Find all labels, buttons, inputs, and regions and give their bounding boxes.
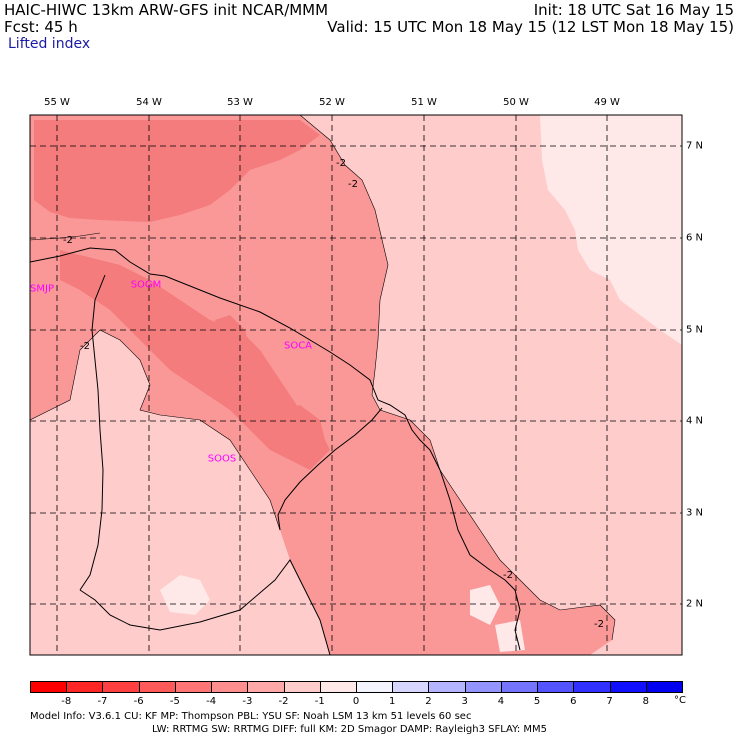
lon-label: 53 W <box>227 97 253 108</box>
colorbar-label: -4 <box>206 696 217 707</box>
graticule <box>30 115 682 655</box>
colorbar-label: 1 <box>389 696 396 707</box>
map-frame <box>29 114 683 656</box>
colorbar-label: -1 <box>314 696 325 707</box>
colorbar-label: -2 <box>278 696 289 707</box>
lon-label: 50 W <box>503 97 529 108</box>
colorbar-cell <box>174 681 213 693</box>
model-info-line1: Model Info: V3.6.1 CU: KF MP: Thompson P… <box>30 711 472 722</box>
field-li-light-patch3 <box>495 620 525 652</box>
station-soos: SOOS <box>207 453 237 465</box>
field-li-light-patch <box>160 575 210 615</box>
colorbar-label: 5 <box>533 696 541 707</box>
colorbar-cell <box>537 681 575 693</box>
border-guyana-suriname <box>79 274 106 591</box>
colorbar-cell <box>500 681 539 693</box>
colorbar-cell <box>211 681 249 693</box>
colorbar-cell <box>573 681 611 693</box>
lat-label: 3 N <box>686 507 704 519</box>
field-li-minus3-minus4-blob <box>215 315 250 360</box>
contour-minus2-interior <box>30 329 281 531</box>
station-soca: SOCA <box>283 340 313 352</box>
colorbar-label: 2 <box>425 696 432 707</box>
contour-label: -2 <box>80 341 90 352</box>
contour-minus2-west <box>30 232 101 241</box>
field-li-light-patch2 <box>470 585 500 625</box>
colorbar-cell <box>609 681 647 693</box>
lon-label: 55 W <box>44 97 70 108</box>
contour-label: -2 <box>63 235 73 246</box>
colorbar-label: 6 <box>570 696 577 707</box>
colorbar-cell <box>392 681 430 693</box>
colorbar-label: -3 <box>242 696 253 707</box>
field-name: Lifted index <box>8 36 91 52</box>
colorbar-cell <box>356 681 394 693</box>
valid-time: Valid: 15 UTC Mon 18 May 15 (12 LST Mon … <box>327 18 734 36</box>
colorbar-cell <box>102 681 140 693</box>
colorbar-label: -7 <box>97 696 108 707</box>
colorbar-unit: °C <box>674 695 686 706</box>
field-li-minus3-minus4 <box>34 120 320 222</box>
colorbar-label: -6 <box>133 696 144 707</box>
field-li-0-minus1 <box>540 115 682 345</box>
colorbar-cell <box>645 681 683 693</box>
colorbar-label: 4 <box>497 696 505 707</box>
lon-label: 54 W <box>136 97 162 108</box>
colorbar-cell <box>247 681 285 693</box>
model-title: HAIC-HIWC 13km ARW-GFS init NCAR/MMM <box>4 1 329 19</box>
model-info-line2: LW: RRTMG SW: RRTMG DIFF: full KM: 2D Sm… <box>152 724 548 735</box>
colorbar-label: -8 <box>61 696 72 707</box>
contour-label: -2 <box>503 570 513 581</box>
border-brazil <box>79 559 331 655</box>
field-li-interior-light <box>30 330 280 620</box>
colorbar-label: -5 <box>169 696 180 707</box>
field-li-minus3-minus4-coast <box>60 250 330 470</box>
lon-label: 49 W <box>594 97 620 108</box>
colorbar-cell <box>66 681 104 693</box>
lat-label: 2 N <box>686 598 704 610</box>
contour-label: -2 <box>348 179 358 190</box>
colorbar-cell <box>283 681 321 693</box>
init-time: Init: 18 UTC Sat 16 May 15 <box>533 1 734 19</box>
colorbar-label: 8 <box>642 696 649 707</box>
border-suriname-guiana <box>277 407 383 531</box>
forecast-hour: Fcst: 45 h <box>4 18 78 36</box>
station-sogm: SOGM <box>130 279 162 291</box>
lat-label: 5 N <box>686 324 704 336</box>
lat-label: 7 N <box>686 140 704 152</box>
field-li-minus2-minus3 <box>30 115 615 655</box>
station-smjp: SMJP <box>30 283 54 295</box>
contour-label: -2 <box>594 619 604 630</box>
colorbar-cell <box>428 681 466 693</box>
contour-label: -2 <box>336 158 346 169</box>
field-li-minus3-minus4-blob2 <box>280 405 325 450</box>
colorbar-label: 7 <box>606 696 613 707</box>
colorbar-cell <box>138 681 176 693</box>
coastline <box>30 247 521 651</box>
lat-label: 6 N <box>686 232 704 244</box>
colorbar-cell <box>464 681 502 693</box>
lon-label: 52 W <box>319 97 345 108</box>
lon-label: 51 W <box>411 97 437 108</box>
contour-minus2 <box>299 115 616 641</box>
colorbar-label: 0 <box>352 696 360 707</box>
lat-label: 4 N <box>686 415 704 427</box>
colorbar-cell <box>30 681 68 693</box>
colorbar-label: 3 <box>461 696 468 707</box>
colorbar-cell <box>319 681 357 693</box>
